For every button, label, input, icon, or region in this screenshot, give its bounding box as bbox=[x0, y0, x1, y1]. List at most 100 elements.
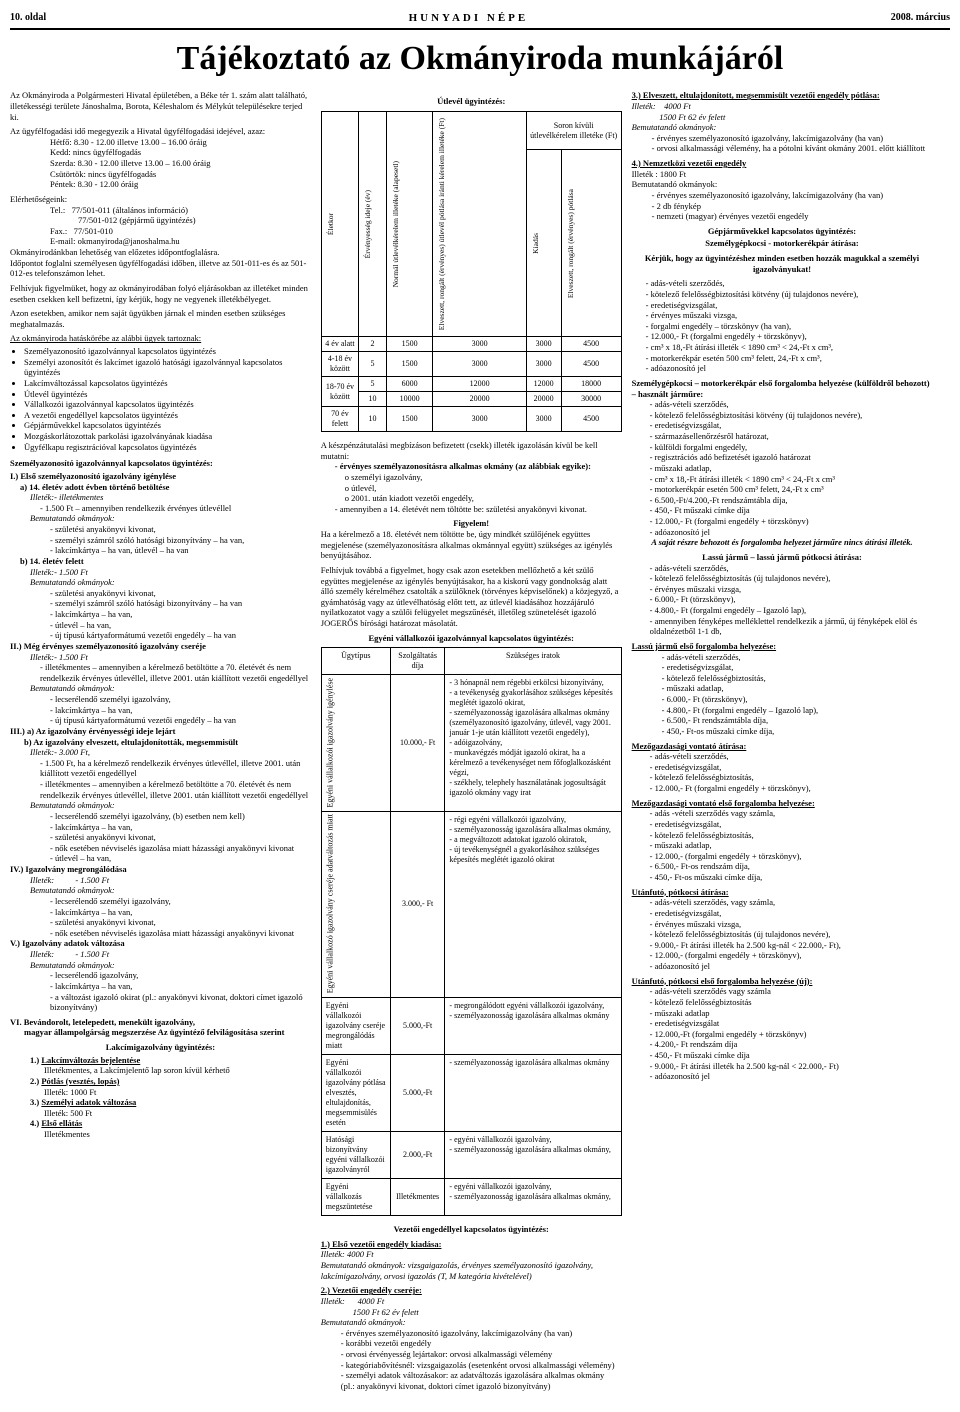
list-item: személyi igazolvány, bbox=[345, 472, 622, 483]
bem-label-2: Bemutatandó okmányok: bbox=[10, 577, 311, 588]
lassu-h: Lassú jármű – lassú jármű pótkocsi átírá… bbox=[632, 552, 933, 563]
ve2-illetek2: 1500 Ft 62 év felett bbox=[321, 1307, 622, 1318]
columns: Az Okmányiroda a Polgármesteri Hivatal é… bbox=[10, 90, 950, 1391]
szgk-note: A saját részre behozott és forgalomba he… bbox=[632, 537, 933, 548]
bem-label-3: Bemutatandó okmányok: bbox=[10, 683, 311, 694]
intro-p6: Azon esetekben, amikor nem saját ügyükbe… bbox=[10, 308, 311, 329]
doc-item: személyi adatok változásakor: az adatvál… bbox=[341, 1370, 622, 1381]
I-title: I.) Első személyazonosító igazolvány igé… bbox=[10, 471, 311, 482]
doc-item: érvényes műszaki vizsga, bbox=[646, 310, 933, 321]
doc-item: kategóriabővítésnél: vizsgaigazolás (ese… bbox=[341, 1360, 622, 1371]
lakcim-label: 1.) bbox=[30, 1055, 39, 1065]
doc-item: regisztrációs adó befizetését igazoló ha… bbox=[650, 452, 933, 463]
cell: 20000 bbox=[526, 392, 561, 407]
cell: 2 bbox=[359, 337, 387, 352]
main-title: Tájékoztató az Okmányiroda munkájáról bbox=[10, 38, 950, 81]
cell: 10 bbox=[359, 392, 387, 407]
gep-docs: adás-vételi szerződés, kötelező felelőss… bbox=[632, 278, 933, 374]
doc-item: 6.500,- Ft rendszámtábla díja, bbox=[662, 715, 933, 726]
lakcim-line: Illeték: 1000 Ft bbox=[30, 1087, 311, 1098]
Ia-illetek: Illeték:- illetékmentes bbox=[10, 492, 311, 503]
IIIb-illetek: Illeték:- 3.000 Ft, bbox=[10, 747, 311, 758]
doc-item: adás-vételi szerződés, vagy számla, bbox=[650, 897, 933, 908]
cell: 10000 bbox=[386, 392, 433, 407]
lakcim-title: Első ellátás bbox=[41, 1118, 82, 1128]
cell: 3000 bbox=[433, 352, 526, 377]
II-docs: lecserélendő személyi igazolvány, lakcím… bbox=[10, 694, 311, 726]
lassu2-h: Lassú jármű első forgalomba helyezése: bbox=[632, 641, 933, 652]
IIIb-line2: - illetékmentes – amennyiben a kérelmező… bbox=[10, 779, 311, 800]
cell-type: Hatósági bizonyítvány egyéni vállalkozói… bbox=[321, 1132, 390, 1179]
doc-item: 4.800,- Ft (forgalmi engedély – Igazoló … bbox=[662, 705, 933, 716]
doc-item: adóazonosító jel bbox=[650, 961, 933, 972]
cell-fee: 3.000,- Ft bbox=[390, 811, 445, 997]
cell: 20000 bbox=[433, 392, 526, 407]
doc-item: eredetiségvizsgálat, bbox=[650, 819, 933, 830]
doc-item: érvényes személyazonosító igazolvány, la… bbox=[652, 133, 933, 144]
email-line: E-mail: okmanyiroda@janoshalma.hu bbox=[50, 236, 311, 247]
doc-item: kötelező felelősségbiztosítás (új tulajd… bbox=[650, 929, 933, 940]
cell: 3000 bbox=[526, 337, 561, 352]
tel-line: Tel.: 77/501-011 (általános információ) bbox=[50, 205, 311, 216]
scope-item: Mozgáskorlátozottak parkolási igazolvány… bbox=[24, 431, 311, 442]
cell: 3000 bbox=[526, 352, 561, 377]
doc-item: lakcímkártya – ha van, útlevél – ha van bbox=[50, 545, 311, 556]
scope-item: Ügyfélkapu regisztrációval kapcsolatos ü… bbox=[24, 442, 311, 453]
doc-item: korábbi vezetői engedély bbox=[341, 1338, 622, 1349]
VI-title: VI. Bevándorolt, letelepedett, menekült … bbox=[10, 1017, 311, 1028]
lakcim-line: Illetékmentes bbox=[30, 1129, 311, 1140]
utan-h: Utánfutó, pótkocsi átírása: bbox=[632, 887, 933, 898]
intro-p3: Okmányirodánkban lehetőség van előzetes … bbox=[10, 247, 311, 258]
doc-item: adás-vételi szerződés, bbox=[650, 563, 933, 574]
doc-item: születési anyakönyvi kivonat, bbox=[50, 917, 311, 928]
bem-label-6: Bemutatandó okmányok: bbox=[10, 960, 311, 971]
doc-item: külföldi forgalmi engedély, bbox=[650, 442, 933, 453]
Ib-illetek: Illeték:- 1.500 Ft bbox=[10, 567, 311, 578]
doc-item: 12.000,- (forgalmi engedély + törzskönyv… bbox=[650, 950, 933, 961]
doc-item: kötelező felelősségbiztosítás, bbox=[650, 830, 933, 841]
th-ugytipus: Ügytípus bbox=[321, 648, 390, 675]
doc-item: 9.000,- Ft átírási illeték ha 2.500 kg-n… bbox=[650, 940, 933, 951]
cell-docs: - egyéni vállalkozói igazolvány, - szemé… bbox=[445, 1179, 621, 1216]
passport-p1: A készpénzátutalási megbízáson befizetet… bbox=[321, 440, 622, 461]
ve2-title: 2.) Vezetői engedély cseréje: bbox=[321, 1285, 622, 1296]
intro-p4: Időpontot foglalni személyesen ügyfélfog… bbox=[10, 258, 311, 279]
cell: 5 bbox=[359, 377, 387, 392]
bem-label-1: Bemutatandó okmányok: bbox=[10, 513, 311, 524]
lakcim-1: 1.) Lakcímváltozás bejelentése bbox=[30, 1055, 311, 1066]
section-szemelyi: Személyazonosító igazolvánnyal kapcsolat… bbox=[10, 458, 311, 469]
doc-item: motorkerékpár esetén 500 cm³ felett, 24,… bbox=[646, 353, 933, 364]
column-1: Az Okmányiroda a Polgármesteri Hivatal é… bbox=[10, 90, 311, 1391]
fax: 77/501-010 bbox=[74, 226, 113, 236]
list-lead: - érvényes személyazonosításra alkalmas … bbox=[335, 461, 591, 471]
doc-item: cm³ x 18,-Ft átírási illeték < 1890 cm³ … bbox=[646, 342, 933, 353]
issue-date: 2008. március bbox=[891, 12, 950, 26]
doc-item: 2 db fénykép bbox=[652, 201, 933, 212]
cell: 4500 bbox=[561, 352, 621, 377]
cell: 4500 bbox=[561, 407, 621, 432]
th-elv-potlas: Elveszett, rongált (érvényes) pótlása bbox=[565, 185, 576, 302]
cell: 5 bbox=[359, 352, 387, 377]
entrepreneur-table: Ügytípus Szolgáltatás díja Szükséges ira… bbox=[321, 647, 622, 1216]
fig-p3: Felhívjuk továbbá a figyelmet, hogy csak… bbox=[321, 565, 622, 629]
doc-item: nők esetében névviselés igazolása miatt … bbox=[50, 843, 311, 854]
doc-item: 450,- Ft műszaki címke díja bbox=[650, 1050, 933, 1061]
scope-item: Személyazonosító igazolvánnyal kapcsolat… bbox=[24, 346, 311, 357]
utan2-docs: adás-vételi szerződés vagy számla kötele… bbox=[632, 986, 933, 1082]
ve1-title: 1.) Első vezetői engedély kiadása: bbox=[321, 1239, 622, 1250]
Ib-title: b) 14. életév felett bbox=[10, 556, 311, 567]
doc-item: 6.000,- Ft (törzskönyv), bbox=[650, 594, 933, 605]
=: 4 év alatt bbox=[321, 337, 358, 352]
doc-item: eredetiségvizsgálat, bbox=[650, 762, 933, 773]
IV-illetek: Illeték: - 1.500 Ft bbox=[10, 875, 311, 886]
ve4-illetek: Illeték : 1800 Ft bbox=[632, 169, 933, 180]
intro-p5: Felhívjuk figyelmüket, hogy az okmányiro… bbox=[10, 283, 311, 304]
doc-item: 6.500,- Ft-os rendszám díja, bbox=[650, 861, 933, 872]
cell-fee: 5.000,-Ft bbox=[390, 998, 445, 1055]
cell-fee: 5.000,-Ft bbox=[390, 1055, 445, 1132]
doc-item: lakcímkártya – ha van, bbox=[50, 981, 311, 992]
doc-item: cm³ x 18,-Ft átírási illeték < 1890 cm³ … bbox=[650, 474, 933, 485]
ve4-docs: érvényes személyazonosító igazolvány, la… bbox=[632, 190, 933, 222]
th-soron: Soron kívüli útlevélkérelem illetéke (Ft… bbox=[526, 111, 621, 149]
doc-item: lecserélendő személyi igazolvány, (b) es… bbox=[50, 811, 311, 822]
